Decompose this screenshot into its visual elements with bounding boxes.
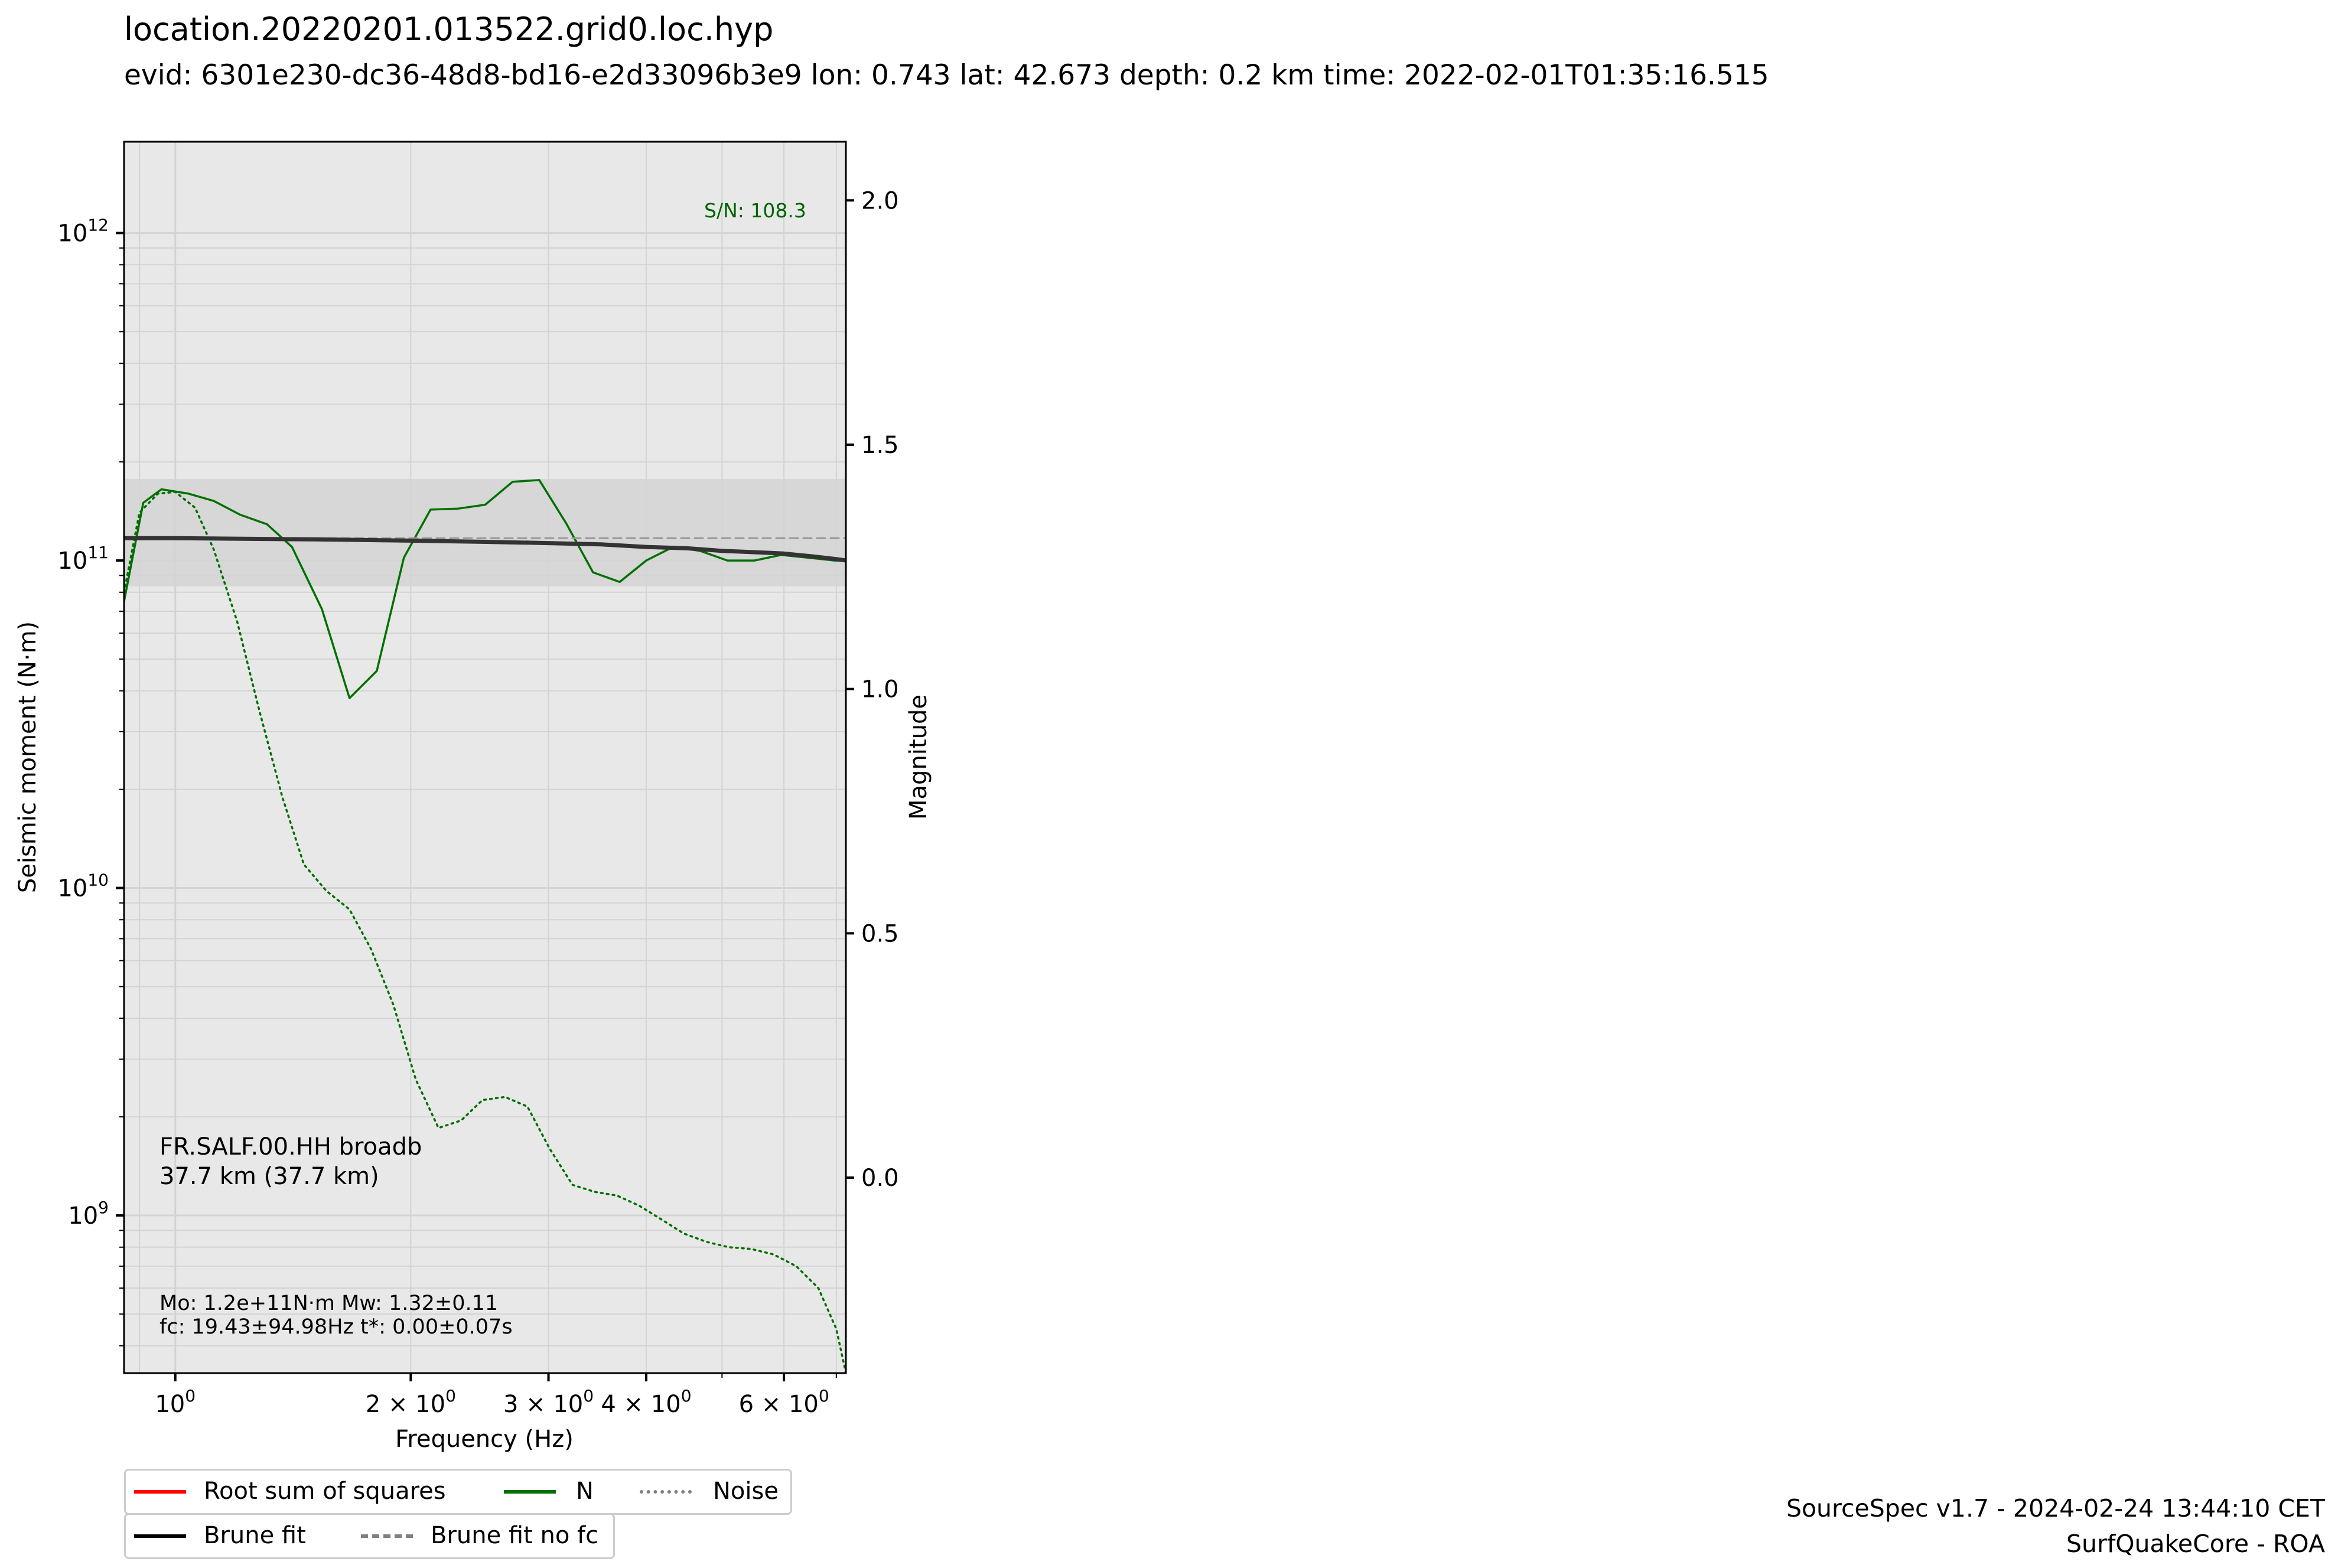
y2-tick-label: 0.0 bbox=[861, 1165, 899, 1192]
event-info: evid: 6301e230-dc36-48d8-bd16-e2d33096b3… bbox=[124, 59, 1769, 92]
legend-n-label: N bbox=[576, 1478, 594, 1505]
plot-area bbox=[124, 142, 846, 1373]
y2-tick-label: 1.0 bbox=[861, 676, 899, 703]
y2-tick-label: 0.5 bbox=[861, 920, 899, 947]
legend-brune-label: Brune fit bbox=[204, 1522, 306, 1549]
station-label: FR.SALF.00.HH broadb bbox=[159, 1133, 422, 1160]
y-axis-label: Seismic moment (N·m) bbox=[14, 621, 41, 893]
x-tick-label: 2 × 100 bbox=[366, 1386, 456, 1418]
series-brune-fit bbox=[124, 536, 846, 563]
y2-tick-label: 1.5 bbox=[861, 432, 899, 459]
magnitude-uncertainty-band bbox=[124, 478, 846, 586]
software-credit: SurfQuakeCore - ROA bbox=[2066, 1530, 2325, 1558]
y-tick-label: 109 bbox=[68, 1198, 109, 1230]
distance-label: 37.7 km (37.7 km) bbox=[159, 1163, 379, 1190]
fc-tstar-label: fc: 19.43±94.98Hz t*: 0.00±0.07s bbox=[159, 1315, 513, 1339]
legend-n-swatch bbox=[504, 1490, 556, 1494]
sn-label: S/N: 108.3 bbox=[704, 199, 806, 222]
legend-rss-label: Root sum of squares bbox=[204, 1478, 446, 1505]
x-tick-label: 6 × 100 bbox=[739, 1386, 829, 1418]
legend-bottom: Brune fit Brune fit no fc bbox=[124, 1513, 615, 1559]
figure-title: location.20220201.013522.grid0.loc.hyp bbox=[124, 11, 774, 48]
series-noise bbox=[124, 491, 846, 1373]
y-tick-label: 1010 bbox=[57, 871, 109, 902]
legend-brune-nofc-label: Brune fit no fc bbox=[431, 1522, 599, 1549]
y2-tick-label: 2.0 bbox=[861, 187, 899, 214]
legend-top: Root sum of squares N Noise bbox=[124, 1469, 792, 1515]
legend-brune-swatch bbox=[134, 1534, 186, 1538]
x-axis-label: Frequency (Hz) bbox=[395, 1426, 574, 1453]
legend-noise-label: Noise bbox=[713, 1478, 779, 1505]
mo-mw-label: Mo: 1.2e+11N·m Mw: 1.32±0.11 bbox=[159, 1292, 498, 1315]
series-n bbox=[124, 479, 846, 699]
y-tick-label: 1011 bbox=[57, 543, 109, 575]
y-tick-label: 1012 bbox=[57, 216, 109, 247]
x-tick-label: 100 bbox=[155, 1386, 196, 1418]
y2-axis-label: Magnitude bbox=[905, 695, 932, 820]
x-tick-label: 4 × 100 bbox=[601, 1386, 691, 1418]
plot-frame bbox=[123, 141, 847, 1374]
legend-noise-swatch bbox=[640, 1490, 692, 1494]
x-tick-label: 3 × 100 bbox=[503, 1386, 594, 1418]
legend-rss-swatch bbox=[134, 1490, 186, 1494]
software-version: SourceSpec v1.7 - 2024-02-24 13:44:10 CE… bbox=[1786, 1494, 2325, 1523]
legend-brune-nofc-swatch bbox=[361, 1534, 413, 1538]
